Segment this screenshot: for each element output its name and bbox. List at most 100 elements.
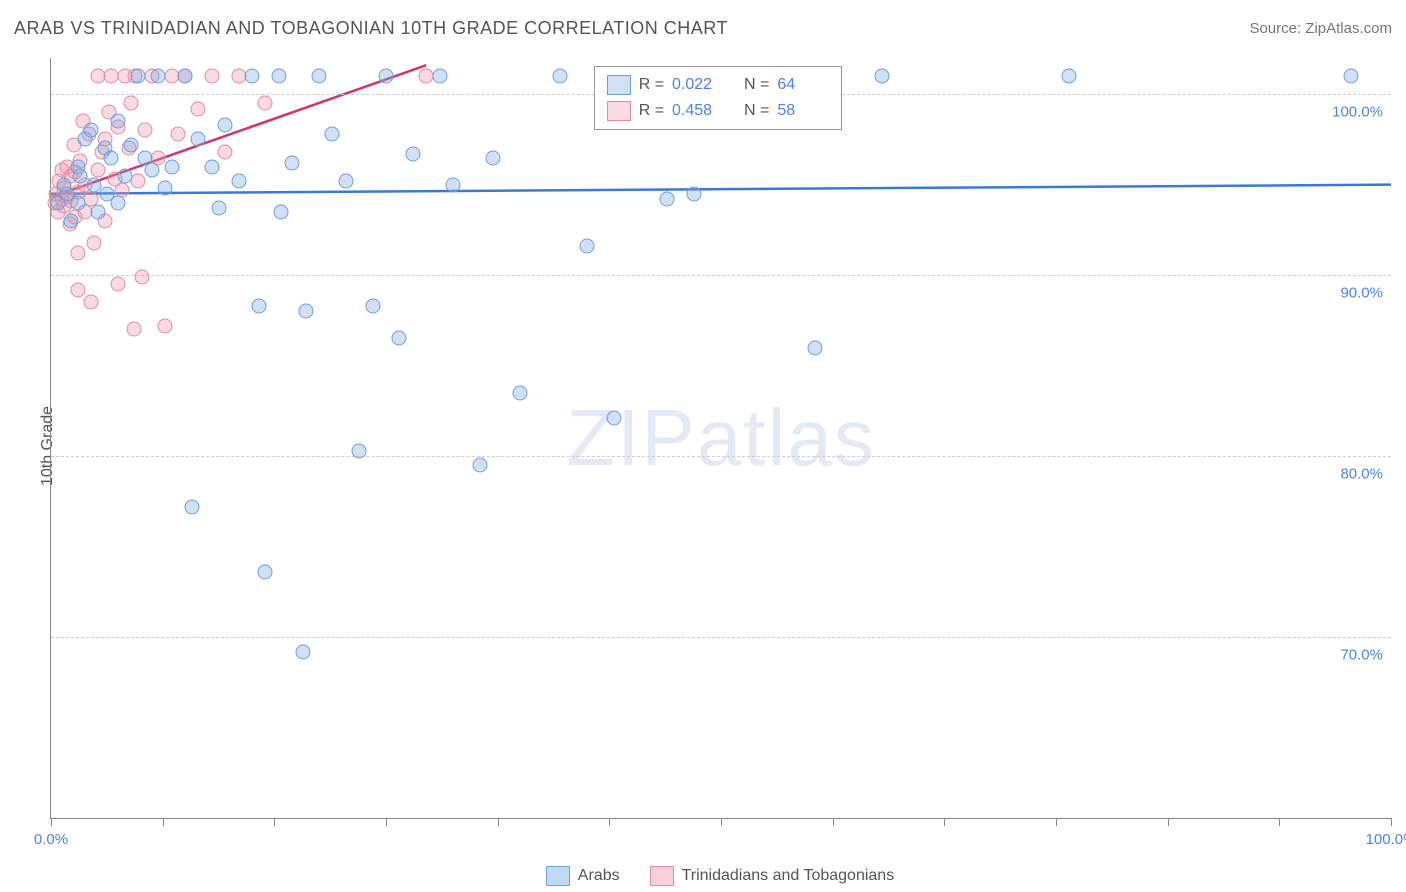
scatter-point [660,192,675,207]
scatter-point [312,69,327,84]
scatter-point [157,181,172,196]
scatter-point [111,277,126,292]
legend-swatch [650,866,674,886]
scatter-point [90,204,105,219]
scatter-point [70,282,85,297]
scatter-point [191,132,206,147]
scatter-point [258,96,273,111]
header: ARAB VS TRINIDADIAN AND TOBAGONIAN 10TH … [14,18,1392,39]
scatter-point [251,298,266,313]
plot-area: ZIPatlas 70.0%80.0%90.0%100.0%0.0%100.0%… [50,58,1391,819]
scatter-point [70,246,85,261]
scatter-point [178,69,193,84]
x-tick [833,818,834,826]
scatter-point [137,123,152,138]
legend-bottom-item: Arabs [546,866,620,886]
scatter-point [151,69,166,84]
legend-stats-row: R = 0.458N = 58 [607,98,830,124]
scatter-point [164,159,179,174]
legend-swatch [546,866,570,886]
y-tick-label: 90.0% [1340,285,1383,302]
scatter-point [338,174,353,189]
scatter-point [73,168,88,183]
scatter-point [352,443,367,458]
scatter-point [171,127,186,142]
n-value: 58 [777,102,829,120]
scatter-point [513,385,528,400]
scatter-point [325,127,340,142]
x-tick [609,818,610,826]
scatter-point [104,150,119,165]
grid-line [51,275,1391,276]
scatter-point [124,137,139,152]
scatter-point [204,159,219,174]
source-label: Source: ZipAtlas.com [1249,20,1392,37]
x-tick-label: 0.0% [34,831,68,848]
scatter-point [131,174,146,189]
scatter-point [204,69,219,84]
scatter-point [218,117,233,132]
legend-label: Trinidadians and Tobagonians [682,867,895,885]
scatter-point [157,318,172,333]
scatter-point [405,146,420,161]
scatter-point [1062,69,1077,84]
scatter-point [365,298,380,313]
scatter-point [258,564,273,579]
scatter-point [111,114,126,129]
trend-lines [51,58,1391,818]
scatter-point [874,69,889,84]
scatter-point [64,213,79,228]
x-tick [944,818,945,826]
r-value: 0.022 [672,76,724,94]
x-tick [1168,818,1169,826]
scatter-point [432,69,447,84]
scatter-point [131,69,146,84]
chart-title: ARAB VS TRINIDADIAN AND TOBAGONIAN 10TH … [14,18,728,39]
y-tick-label: 100.0% [1332,104,1383,121]
legend-stats: R = 0.022N = 64R = 0.458N = 58 [594,66,843,130]
scatter-point [117,168,132,183]
scatter-point [86,177,101,192]
scatter-point [807,340,822,355]
x-tick-label: 100.0% [1366,831,1406,848]
scatter-point [231,174,246,189]
scatter-point [687,186,702,201]
grid-line [51,456,1391,457]
scatter-point [84,295,99,310]
scatter-point [86,235,101,250]
x-tick [274,818,275,826]
x-tick [1279,818,1280,826]
legend-stats-row: R = 0.022N = 64 [607,72,830,98]
n-value: 64 [777,76,829,94]
scatter-point [486,150,501,165]
trend-line [51,185,1391,194]
scatter-point [606,411,621,426]
scatter-point [298,304,313,319]
x-tick [1056,818,1057,826]
r-value: 0.458 [672,102,724,120]
scatter-point [580,239,595,254]
scatter-point [127,322,142,337]
scatter-point [218,145,233,160]
grid-line [51,637,1391,638]
legend-swatch [607,101,631,121]
x-tick [721,818,722,826]
scatter-point [446,177,461,192]
scatter-point [392,331,407,346]
scatter-point [124,96,139,111]
x-tick [51,818,52,826]
legend-bottom-item: Trinidadians and Tobagonians [650,866,895,886]
scatter-point [274,204,289,219]
legend-label: Arabs [578,867,620,885]
scatter-point [135,269,150,284]
legend-bottom: Arabs Trinidadians and Tobagonians [50,866,1390,886]
scatter-point [211,201,226,216]
scatter-point [379,69,394,84]
scatter-point [90,163,105,178]
scatter-point [70,195,85,210]
scatter-point [285,155,300,170]
scatter-point [84,123,99,138]
x-tick [386,818,387,826]
legend-swatch [607,75,631,95]
y-tick-label: 70.0% [1340,647,1383,664]
